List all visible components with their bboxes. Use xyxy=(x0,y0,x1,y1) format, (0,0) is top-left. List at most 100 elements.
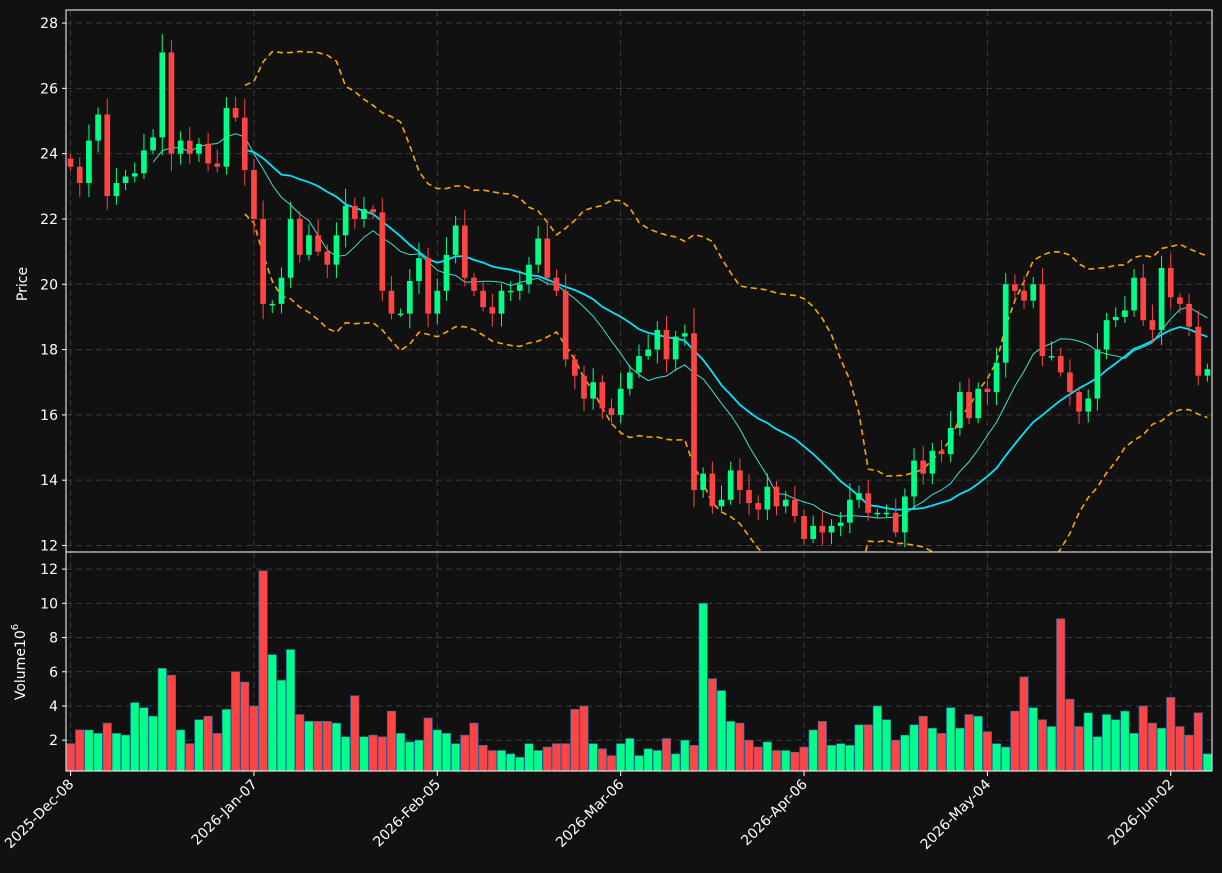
volume-bar xyxy=(441,733,451,772)
volume-bar xyxy=(918,715,928,772)
candle xyxy=(837,511,844,537)
candle-body xyxy=(416,258,422,281)
volume-bar xyxy=(1166,697,1176,772)
candle xyxy=(489,293,496,327)
volume-bar xyxy=(606,755,617,772)
volume-bar xyxy=(909,724,919,772)
volume-bar xyxy=(1028,707,1038,772)
candle xyxy=(471,272,477,297)
candle-body xyxy=(718,499,725,507)
volume-axis-label: Volume106 xyxy=(10,624,29,700)
candle xyxy=(571,354,578,390)
volume-bar xyxy=(845,745,855,772)
volume-bar xyxy=(781,750,791,772)
volume-axis-exponent-base: 10 xyxy=(13,630,29,648)
candle xyxy=(911,448,917,511)
volume-bar xyxy=(744,739,754,772)
candle-body xyxy=(672,336,679,360)
volume-bar xyxy=(1037,719,1047,772)
candle-body xyxy=(306,235,312,255)
candle-body xyxy=(379,212,386,291)
volume-bar xyxy=(331,722,341,772)
volume-bar xyxy=(111,733,121,772)
x-tick-label: 2026-Apr-06 xyxy=(738,776,811,849)
candle xyxy=(526,257,532,294)
candle xyxy=(361,196,367,228)
candle-body xyxy=(746,489,752,504)
candle xyxy=(535,226,541,274)
candle xyxy=(1103,312,1110,360)
volume-bar xyxy=(726,721,736,772)
candle xyxy=(342,188,349,248)
candle-body xyxy=(1122,310,1128,317)
volume-bar xyxy=(964,714,974,772)
candle xyxy=(131,162,138,183)
candle-body xyxy=(76,166,83,184)
volume-bar xyxy=(313,721,323,772)
candle-body xyxy=(837,522,844,526)
candle-body xyxy=(86,140,92,184)
candle-body xyxy=(993,362,1000,393)
candle xyxy=(938,440,945,463)
candle xyxy=(1122,296,1128,323)
volume-bar xyxy=(1138,705,1148,772)
ma-slow-line xyxy=(244,148,1208,511)
candle-body xyxy=(691,333,697,490)
volume-bar xyxy=(258,570,268,772)
volume-bar xyxy=(597,748,607,772)
candle-body xyxy=(480,290,486,308)
bollinger-lower-line xyxy=(244,213,1208,552)
candle-body xyxy=(67,158,74,167)
candle xyxy=(76,157,83,197)
candle xyxy=(1158,255,1165,346)
candle xyxy=(397,308,404,317)
volume-bar xyxy=(423,717,433,772)
volume-bar xyxy=(185,743,195,772)
candle xyxy=(929,442,936,485)
candle-body xyxy=(1021,290,1027,301)
candle-body xyxy=(269,303,276,306)
x-tick-label: 2026-Feb-05 xyxy=(370,777,444,851)
candle-body xyxy=(938,450,945,455)
candle-body xyxy=(975,388,982,419)
volume-bar xyxy=(579,705,589,772)
candle xyxy=(296,211,303,263)
candle-body xyxy=(700,473,707,490)
candle-body xyxy=(489,307,496,314)
candle-body xyxy=(434,290,441,314)
candle xyxy=(1002,272,1009,378)
candle-body xyxy=(801,516,807,539)
volume-bar xyxy=(515,757,525,772)
candle xyxy=(1085,389,1092,423)
volume-bar xyxy=(460,734,470,772)
volume-bar xyxy=(276,680,286,772)
candle-body xyxy=(1067,372,1073,393)
volume-bar xyxy=(524,743,534,772)
candle xyxy=(975,382,982,424)
candle-body xyxy=(1094,349,1101,399)
candle-body xyxy=(544,238,551,278)
candle-body xyxy=(388,290,395,314)
volume-bar xyxy=(533,750,543,772)
candle xyxy=(1204,363,1211,382)
candle-body xyxy=(471,277,477,291)
candle-body xyxy=(984,388,991,393)
candle xyxy=(205,132,211,172)
candle-body xyxy=(150,137,156,151)
candle xyxy=(902,488,908,548)
candle xyxy=(700,467,707,498)
volume-bar xyxy=(982,731,992,772)
volume-bar xyxy=(1193,712,1203,772)
candle-body xyxy=(645,349,652,357)
volume-bar xyxy=(1056,618,1066,772)
candle-body xyxy=(452,225,459,255)
volume-bar xyxy=(249,705,259,772)
price-tick-label: 18 xyxy=(40,343,58,359)
candle xyxy=(1167,254,1174,310)
candle xyxy=(186,126,193,164)
volume-bar xyxy=(1184,734,1194,772)
candle-body xyxy=(186,140,193,154)
candle-body xyxy=(1167,267,1174,298)
volume-bar xyxy=(900,734,910,772)
